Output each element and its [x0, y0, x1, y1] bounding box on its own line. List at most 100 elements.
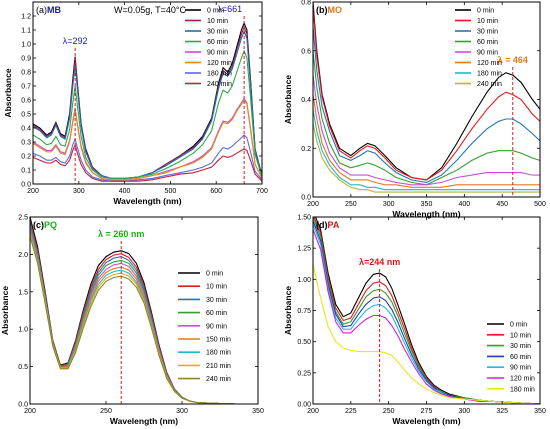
x-tick-label: 275	[421, 408, 433, 415]
panel-label: (d)PA	[316, 220, 340, 230]
panel-name: MO	[328, 5, 343, 15]
panel-d-pa: λ=244 nm 200 225 250 275 300 325 350 0.00 0.25 0.5…	[283, 215, 546, 427]
panel-letter: (d)	[316, 220, 328, 230]
y-tick-label: 1.2	[21, 14, 31, 21]
series-line-90-min	[313, 75, 540, 186]
x-tick-label: 700	[256, 188, 268, 195]
legend-label: 30 min	[510, 343, 531, 350]
plot-area	[33, 21, 262, 182]
legend-label: 60 min	[477, 39, 498, 46]
plot-area	[313, 2, 540, 193]
legend-label: 10 min	[510, 332, 531, 339]
panel-label: (a)MB	[36, 5, 61, 15]
legend-label: 60 min	[206, 310, 227, 317]
series-line-120-min	[33, 98, 262, 181]
legend-label: 30 min	[477, 29, 498, 36]
peak-label: λ = 464	[498, 55, 528, 65]
legend-label: 0 min	[206, 271, 223, 278]
legend-label: 120 min	[477, 60, 502, 67]
legend-label: 180 min	[206, 350, 231, 357]
x-tick-label: 450	[496, 201, 508, 208]
x-tick-label: 350	[421, 201, 433, 208]
y-tick-label: 1.00	[297, 277, 311, 284]
y-tick-label: 2.5	[18, 215, 28, 222]
y-tick-label: 1.0	[21, 42, 31, 49]
x-tick-label: 250	[100, 408, 112, 415]
y-tick-label: 0.0	[21, 182, 31, 189]
peak-label: λ=244 nm	[359, 257, 400, 267]
series-line-0-min	[313, 2, 540, 181]
y-tick-label: 0.00	[297, 402, 311, 409]
y-tick-label: 0.2	[301, 146, 311, 153]
legend: 0 min 10 min 30 min 60 min 90 min 150 min 180 …	[178, 271, 231, 383]
plot-area	[30, 217, 258, 404]
legend-label: 240 min	[206, 376, 231, 383]
x-tick-label: 250	[345, 201, 357, 208]
y-tick-label: 0.1	[21, 168, 31, 175]
y-tick-label: 1.5	[18, 289, 28, 296]
x-tick-label: 200	[307, 408, 319, 415]
x-tick-label: 200	[24, 408, 36, 415]
x-tick-label: 325	[496, 408, 508, 415]
x-tick-label: 300	[383, 201, 395, 208]
y-tick-label: 0.8	[21, 70, 31, 77]
legend-label: 120 min	[510, 376, 535, 383]
y-tick-label: 0.6	[21, 98, 31, 105]
plot-frame	[312, 1, 541, 198]
y-tick-label: 0.5	[21, 112, 31, 119]
panel-name: MB	[47, 5, 61, 15]
y-tick-label: 0.8	[301, 0, 311, 7]
series-line-240-min	[313, 123, 540, 193]
legend: 0 min 10 min 30 min 60 min 90 min 120 min 180 …	[487, 322, 535, 393]
series-line-60-min	[33, 49, 262, 179]
plot-frame	[32, 1, 263, 185]
y-tick-label: 0.25	[297, 370, 311, 377]
plot-area	[313, 217, 540, 404]
x-tick-label: 500	[534, 201, 546, 208]
legend-label: 30 min	[206, 297, 227, 304]
legend-label: 60 min	[510, 354, 531, 361]
panel-label: (b)MO	[316, 5, 342, 15]
y-tick-label: 0.0	[301, 195, 311, 202]
x-axis-label: Wavelength (nm)	[392, 209, 460, 219]
y-tick-label: 0.7	[21, 84, 31, 91]
peak-label: λ=292	[63, 36, 88, 46]
legend-label: 30 min	[207, 29, 228, 36]
x-axis-label: Wavelength (nm)	[113, 196, 181, 206]
legend-label: 240 min	[207, 81, 232, 88]
x-tick-label: 350	[252, 408, 264, 415]
y-tick-label: 0.9	[21, 56, 31, 63]
x-tick-label: 600	[210, 188, 222, 195]
series-line-240-min	[33, 143, 262, 182]
legend-label: 10 min	[206, 284, 227, 291]
y-tick-label: 1.1	[21, 28, 31, 35]
legend: 0 min 10 min 30 min 60 min 90 min 120 min 180 …	[455, 8, 502, 88]
legend-label: 0 min	[207, 8, 224, 15]
conditions-label: W=0.05g, T=40°C	[114, 5, 186, 15]
peak-label: λ=661	[217, 4, 242, 14]
legend: 0 min 10 min 30 min 60 min 90 min 120 min 180 …	[185, 8, 232, 88]
y-tick-label: 0.2	[21, 154, 31, 161]
x-tick-label: 400	[458, 201, 470, 208]
plot-frame	[29, 216, 259, 405]
panel-letter: (b)	[316, 5, 328, 15]
y-tick-label: 0.4	[21, 126, 31, 133]
y-tick-label: 1.50	[297, 215, 311, 222]
peak-label: λ = 260 nm	[98, 229, 144, 239]
panel-letter: (a)	[36, 5, 47, 15]
x-tick-label: 200	[27, 188, 39, 195]
y-tick-label: 0.6	[301, 48, 311, 55]
series-line-180-min	[33, 134, 262, 182]
x-tick-label: 300	[458, 408, 470, 415]
series-line-0-min	[33, 21, 262, 179]
x-axis-label: Wavelength (nm)	[392, 416, 460, 426]
y-tick-label: 0.3	[21, 140, 31, 147]
x-tick-label: 400	[119, 188, 131, 195]
y-tick-label: 1.0	[18, 327, 28, 334]
legend-label: 150 min	[206, 337, 231, 344]
y-axis-label: Absorbance	[283, 286, 293, 335]
legend-label: 210 min	[206, 363, 231, 370]
x-tick-label: 300	[176, 408, 188, 415]
y-tick-label: 0.75	[297, 308, 311, 315]
